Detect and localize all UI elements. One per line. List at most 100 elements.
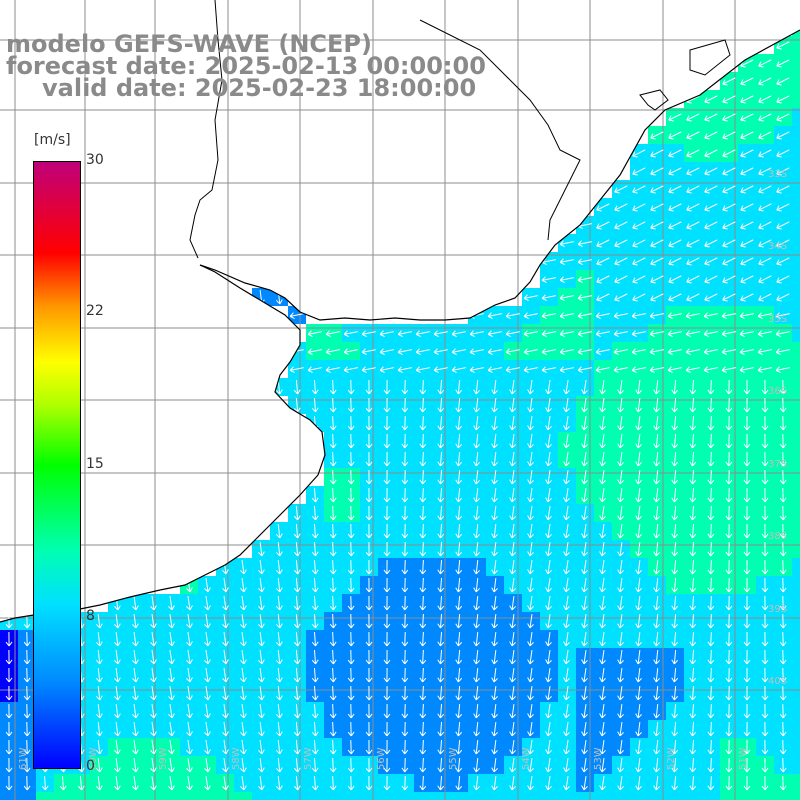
wind-arrow [473, 685, 481, 701]
wind-arrow [667, 312, 682, 319]
wind-arrow [455, 721, 463, 737]
wind-arrow [275, 775, 283, 791]
wind-arrow [473, 775, 481, 791]
wind-arrow [365, 649, 373, 665]
wind-cell [576, 792, 594, 800]
wind-arrow [204, 632, 211, 647]
wind-arrow [293, 505, 301, 521]
wind-arrow [401, 469, 409, 485]
wind-arrow [599, 523, 606, 539]
wind-arrow [722, 167, 736, 176]
wind-arrow [722, 275, 736, 284]
wind-arrow [599, 415, 606, 431]
wind-arrow [383, 379, 391, 395]
wind-arrow [527, 685, 534, 701]
wind-arrow [473, 757, 481, 773]
wind-arrow [401, 631, 409, 647]
wind-arrow [437, 559, 445, 575]
wind-arrow [419, 775, 427, 791]
wind-arrow [689, 541, 697, 557]
wind-arrow [559, 366, 574, 373]
wind-arrow [293, 757, 301, 773]
wind-arrow [739, 366, 754, 373]
wind-arrow [689, 559, 697, 575]
wind-arrow [776, 239, 790, 248]
wind-arrow [689, 613, 697, 629]
wind-arrow [563, 488, 570, 503]
wind-arrow [779, 685, 787, 701]
wind-arrow [222, 740, 229, 755]
wind-arrow [653, 433, 661, 449]
wind-arrow [617, 739, 624, 755]
wind-arrow [671, 685, 679, 701]
wind-cell [414, 792, 432, 800]
wind-arrow [545, 740, 552, 755]
wind-arrow [703, 348, 718, 355]
wind-cell [792, 306, 800, 324]
wind-arrow [293, 613, 301, 629]
wind-arrow [725, 415, 733, 431]
wind-arrow [222, 596, 229, 611]
wind-arrow [779, 703, 787, 719]
wind-arrow [365, 397, 373, 413]
wind-arrow [617, 397, 624, 413]
wind-arrow [258, 541, 265, 557]
wind-arrow [275, 721, 283, 737]
wind-arrow [275, 613, 283, 629]
wind-arrow [275, 523, 283, 539]
wind-arrow [527, 649, 534, 665]
wind-arrow [437, 649, 445, 665]
wind-arrow [455, 613, 463, 629]
wind-arrow [776, 293, 790, 302]
wind-arrow [631, 348, 646, 355]
wind-arrow [563, 668, 570, 683]
wind-arrow [397, 348, 412, 355]
wind-arrow [614, 239, 628, 248]
wind-arrow [650, 185, 664, 194]
wind-arrow [740, 293, 754, 302]
wind-arrow [649, 330, 664, 337]
wind-arrow [581, 524, 588, 539]
wind-arrow [491, 415, 498, 431]
wind-cell [792, 126, 800, 144]
wind-arrow [704, 131, 718, 140]
wind-arrow [743, 487, 751, 503]
wind-arrow [383, 721, 391, 737]
wind-arrow [401, 487, 409, 503]
wind-arrow [617, 559, 624, 575]
wind-arrow [329, 649, 337, 665]
wind-arrow [722, 131, 736, 140]
wind-arrow [725, 649, 733, 665]
wind-arrow [707, 451, 715, 467]
wind-arrow [758, 167, 772, 176]
wind-arrow [365, 433, 373, 449]
wind-arrow [635, 379, 642, 395]
wind-arrow [509, 469, 516, 485]
wind-arrow [527, 667, 534, 683]
wind-arrow [707, 397, 715, 413]
wind-arrow [740, 95, 754, 104]
wind-arrow [689, 505, 697, 521]
wind-arrow [509, 595, 516, 611]
wind-arrow [581, 632, 588, 647]
wind-arrow [365, 577, 373, 593]
wind-arrow [293, 559, 301, 575]
wind-cell [234, 792, 252, 800]
wind-arrow [617, 379, 624, 395]
wind-arrow [635, 631, 642, 647]
wind-arrow [347, 577, 355, 593]
wind-arrow [275, 379, 283, 395]
wind-arrow [617, 721, 624, 737]
wind-arrow [168, 686, 175, 701]
wind-arrow [527, 487, 534, 503]
wind-arrow [491, 613, 498, 629]
wind-arrow [776, 95, 790, 104]
wind-arrow [186, 578, 193, 593]
wind-arrow [545, 506, 552, 521]
wind-arrow [240, 721, 247, 737]
longitude-label: 52W [666, 747, 677, 770]
wind-arrow [761, 667, 769, 683]
wind-arrow [258, 595, 265, 611]
wind-arrow [527, 757, 534, 773]
